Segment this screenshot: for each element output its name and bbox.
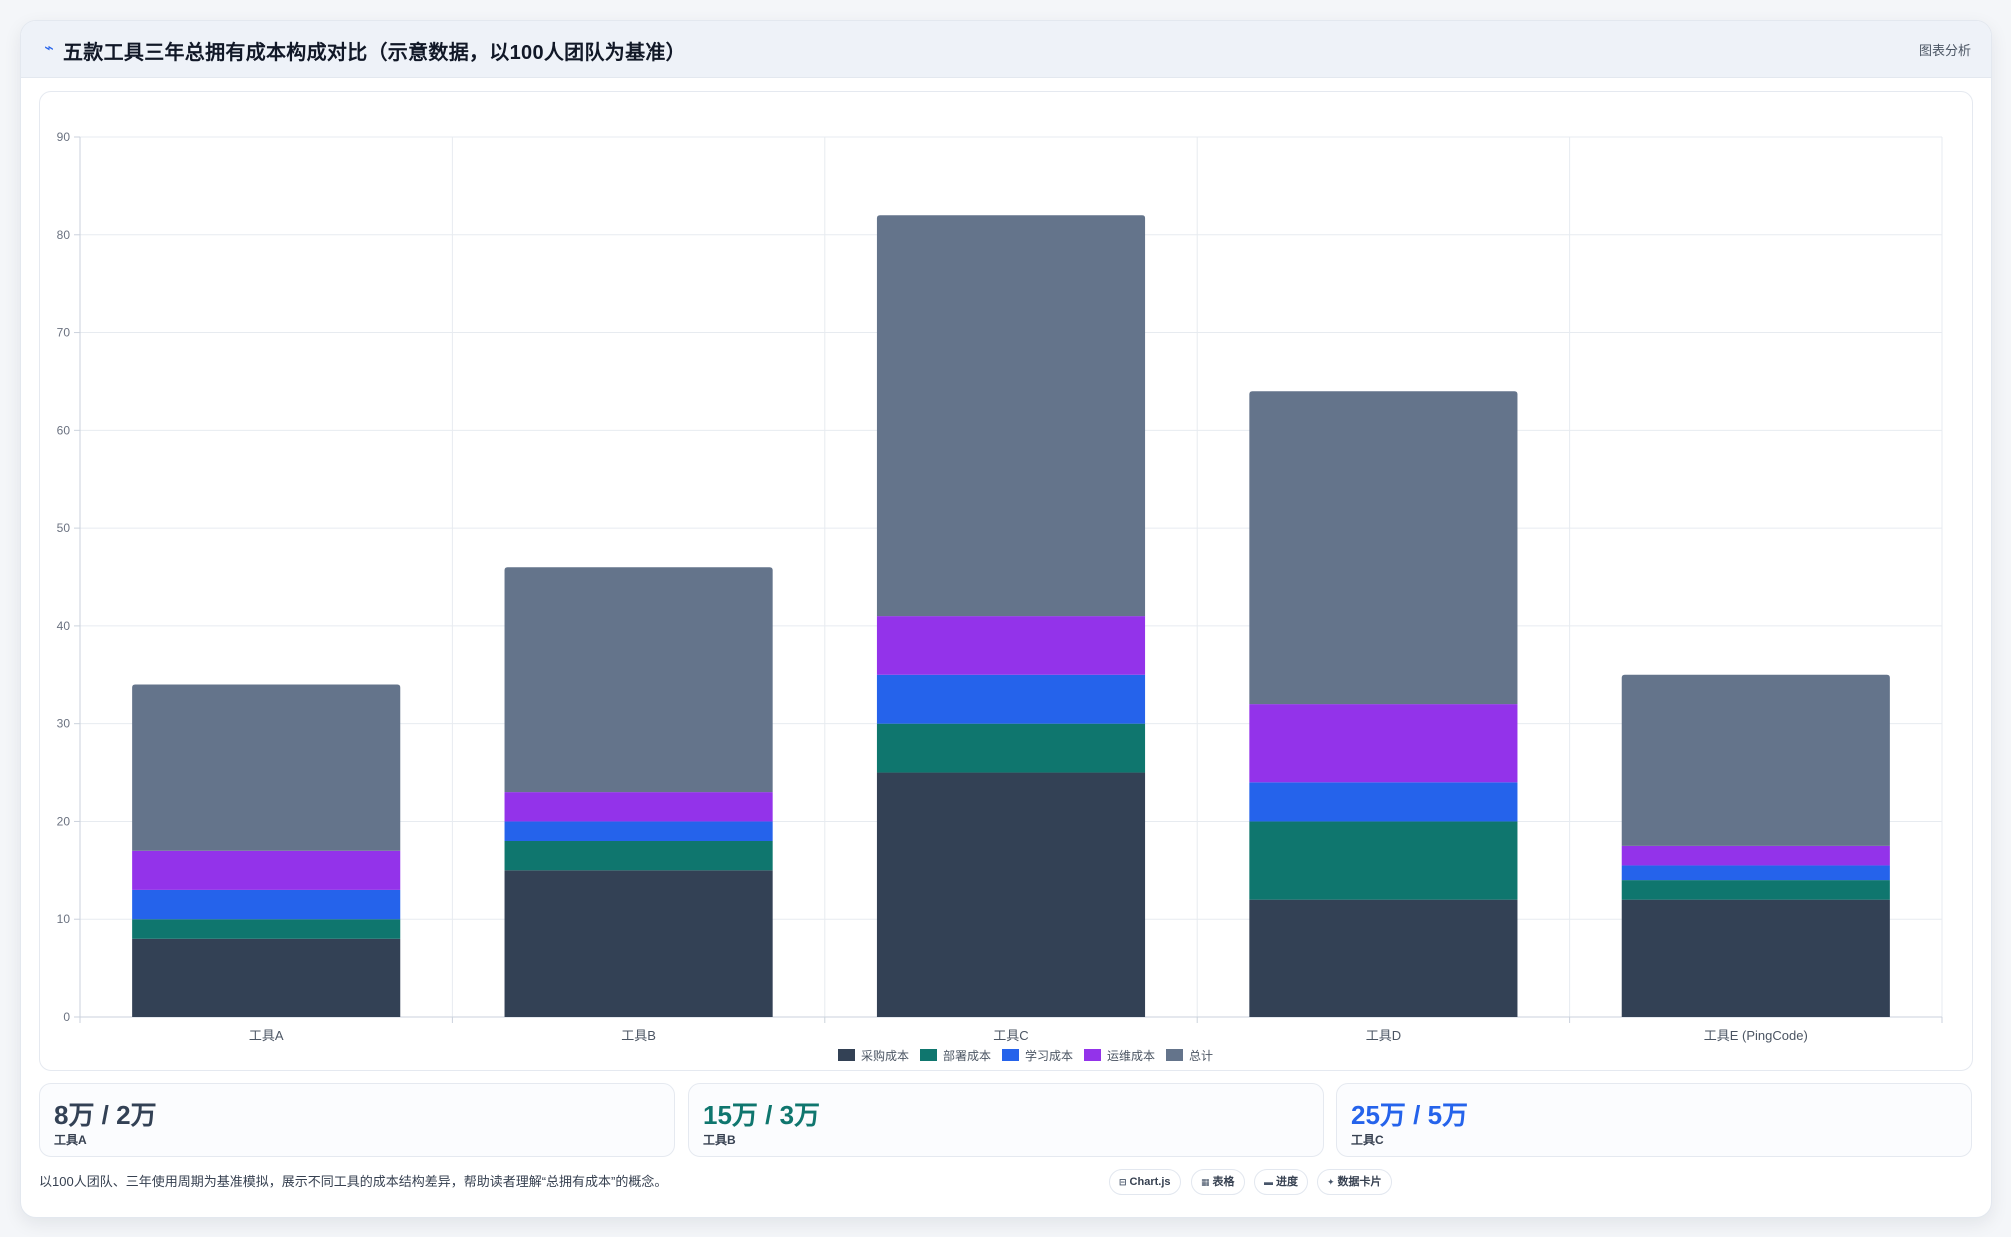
stat-card-tool-c: 25万 / 5万 工具C [1336, 1083, 1972, 1157]
bar-segment [1621, 674, 1890, 846]
bar-segment [132, 919, 401, 939]
chip-label: Chart.js [1129, 1176, 1171, 1188]
y-tick-label: 40 [57, 619, 71, 633]
stat-value: 15万 / 3万 [703, 1100, 821, 1130]
stat-label: 工具B [703, 1133, 736, 1147]
bar-segment [1249, 391, 1518, 705]
chip-table[interactable]: ▦ 表格 [1191, 1169, 1245, 1195]
legend-label: 总计 [1189, 1049, 1213, 1063]
bar-segment [876, 674, 1146, 724]
legend-swatch [1084, 1049, 1101, 1061]
x-tick-label: 工具A [249, 1028, 284, 1043]
stat-card-tool-b: 15万 / 3万 工具B [688, 1083, 1324, 1157]
chip-data-card[interactable]: ✦ 数据卡片 [1317, 1169, 1392, 1195]
x-tick-label: 工具D [1366, 1028, 1401, 1043]
chip-label: 表格 [1212, 1176, 1235, 1188]
card-header: ⌁ 五款工具三年总拥有成本构成对比（示意数据，以100人团队为基准） 图表分析 [21, 21, 1991, 78]
bar-segment [132, 850, 401, 890]
x-tick-label: 工具B [621, 1028, 656, 1043]
bar-segment [504, 821, 773, 841]
legend-label: 运维成本 [1107, 1049, 1155, 1063]
y-tick-label: 30 [57, 717, 71, 731]
bar-segment [504, 870, 773, 1017]
y-tick-label: 50 [57, 521, 71, 535]
bar-segment [504, 567, 773, 793]
legend-swatch [838, 1049, 855, 1061]
bar-segment [1249, 821, 1518, 900]
chip-label: 数据卡片 [1337, 1176, 1382, 1188]
y-tick-label: 60 [57, 423, 71, 437]
bar-segment [504, 792, 773, 822]
legend-label: 部署成本 [943, 1048, 991, 1063]
y-tick-label: 20 [57, 814, 71, 828]
footer-note: 以100人团队、三年使用周期为基准模拟，展示不同工具的成本结构差异，帮助读者理解… [39, 1174, 668, 1189]
bar-segment [132, 938, 401, 1017]
y-tick-label: 90 [57, 130, 71, 144]
stat-value: 8万 / 2万 [54, 1100, 157, 1130]
stat-label: 工具C [1351, 1133, 1384, 1147]
bar-segment [1621, 865, 1890, 881]
table-icon: ▦ [1201, 1177, 1210, 1187]
legend-swatch [1002, 1049, 1019, 1061]
chip-chartjs[interactable]: ⊟ Chart.js [1109, 1169, 1181, 1195]
chart-title: 五款工具三年总拥有成本构成对比（示意数据，以100人团队为基准） [63, 42, 686, 64]
bar-segment [132, 684, 401, 851]
chart-icon: ⊟ [1119, 1177, 1127, 1187]
bar-segment [876, 215, 1146, 617]
sparkle-icon: ✦ [1327, 1177, 1335, 1187]
x-tick-label: 工具E (PingCode) [1704, 1028, 1808, 1043]
chart-card: ⌁ 五款工具三年总拥有成本构成对比（示意数据，以100人团队为基准） 图表分析 … [20, 20, 1992, 1218]
stat-cards: 8万 / 2万 工具A 15万 / 3万 工具B 25万 / 5万 工具C [39, 1083, 1972, 1157]
legend-swatch [920, 1049, 937, 1061]
y-tick-label: 10 [57, 912, 71, 926]
bar-segment [1621, 845, 1890, 866]
chart-analysis-tag[interactable]: 图表分析 [1918, 43, 1971, 58]
x-tick-label: 工具C [993, 1028, 1028, 1043]
chart-panel: 0 10 20 30 40 50 60 70 80 90 工具A 工具B 工具C 工具D 工具E (Ping… [39, 91, 1973, 1071]
bar-segment [876, 772, 1146, 1017]
bar-segment [876, 723, 1146, 773]
bar-segment [1249, 782, 1518, 822]
stat-label: 工具A [54, 1133, 87, 1147]
bar-segment [1621, 899, 1890, 1017]
chip-label: 进度 [1276, 1176, 1298, 1188]
bar-segment [1249, 899, 1518, 1017]
legend-label: 采购成本 [861, 1048, 909, 1063]
y-tick-label: 80 [57, 228, 71, 242]
bar-segment [876, 616, 1146, 675]
y-tick-label: 70 [57, 326, 71, 340]
trend-line-icon: ⌁ [44, 40, 54, 57]
progress-icon: ▬ [1264, 1177, 1273, 1187]
legend-swatch [1166, 1049, 1183, 1061]
chip-progress[interactable]: ▬ 进度 [1254, 1169, 1308, 1195]
stat-value: 25万 / 5万 [1351, 1100, 1469, 1130]
legend-label: 学习成本 [1025, 1048, 1073, 1063]
bar-segment [1249, 704, 1518, 783]
y-tick-label: 0 [63, 1010, 70, 1024]
stacked-bar-chart: 0 10 20 30 40 50 60 70 80 90 工具A 工具B 工具C 工具D 工具E (Ping… [57, 130, 1943, 1063]
bar-segment [1621, 880, 1890, 900]
bar-segment [504, 841, 773, 871]
stat-card-tool-a: 8万 / 2万 工具A [39, 1083, 675, 1157]
bar-segment [132, 889, 401, 920]
